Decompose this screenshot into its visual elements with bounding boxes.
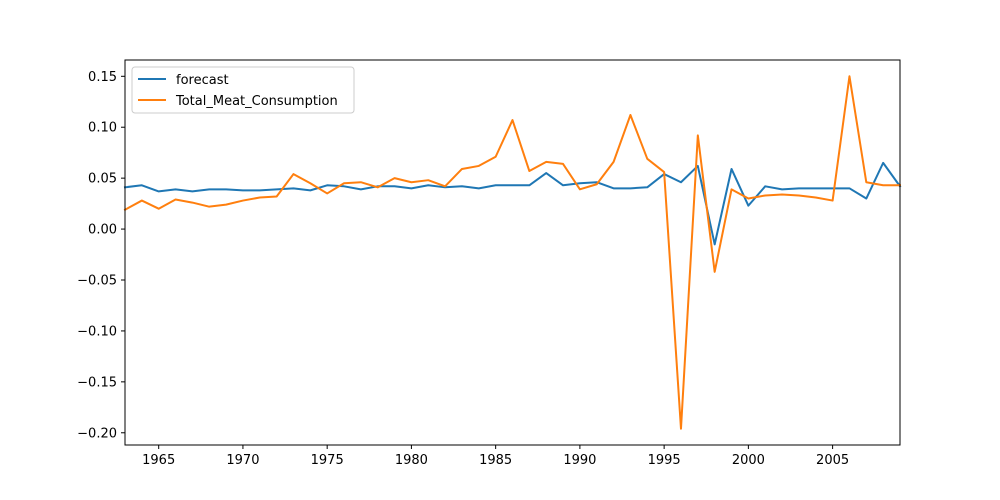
y-tick-label: −0.15 — [77, 375, 117, 390]
y-tick-label: 0.15 — [88, 70, 117, 85]
legend-frame — [131, 66, 355, 114]
x-tick-label: 1980 — [395, 453, 428, 468]
x-axis-ticks: 1965 1970 1975 1980 1985 1990 1995 2000 2005 — [142, 445, 849, 468]
series-layer — [123, 75, 902, 430]
axes-frame — [124, 59, 901, 446]
x-tick-label: 2000 — [732, 453, 765, 468]
plot-area — [125, 60, 900, 445]
y-tick-label: 0.05 — [88, 172, 117, 187]
y-tick-label: 0.00 — [88, 223, 117, 238]
y-tick-label: 0.10 — [88, 121, 117, 136]
legend: forecast Total_Meat_Consumption — [131, 66, 355, 114]
x-tick-label: 1995 — [648, 453, 681, 468]
axes-layer — [124, 59, 901, 446]
axes-background — [125, 60, 900, 445]
y-tick-label: −0.05 — [77, 274, 117, 289]
legend-label-forecast: forecast — [176, 73, 229, 88]
x-tick-label: 1985 — [479, 453, 512, 468]
x-tick-label: 1965 — [142, 453, 175, 468]
y-axis-ticks: −0.20 −0.15 −0.10 −0.05 0.00 0.05 0.10 0.15 — [77, 70, 125, 441]
x-tick-label: 1975 — [311, 453, 344, 468]
x-tick-label: 2005 — [816, 453, 849, 468]
legend-label-total-meat-consumption: Total_Meat_Consumption — [175, 94, 338, 109]
y-tick-label: −0.10 — [77, 324, 117, 339]
x-tick-label: 1990 — [563, 453, 596, 468]
x-tick-label: 1970 — [226, 453, 259, 468]
y-tick-label: −0.20 — [77, 426, 117, 441]
